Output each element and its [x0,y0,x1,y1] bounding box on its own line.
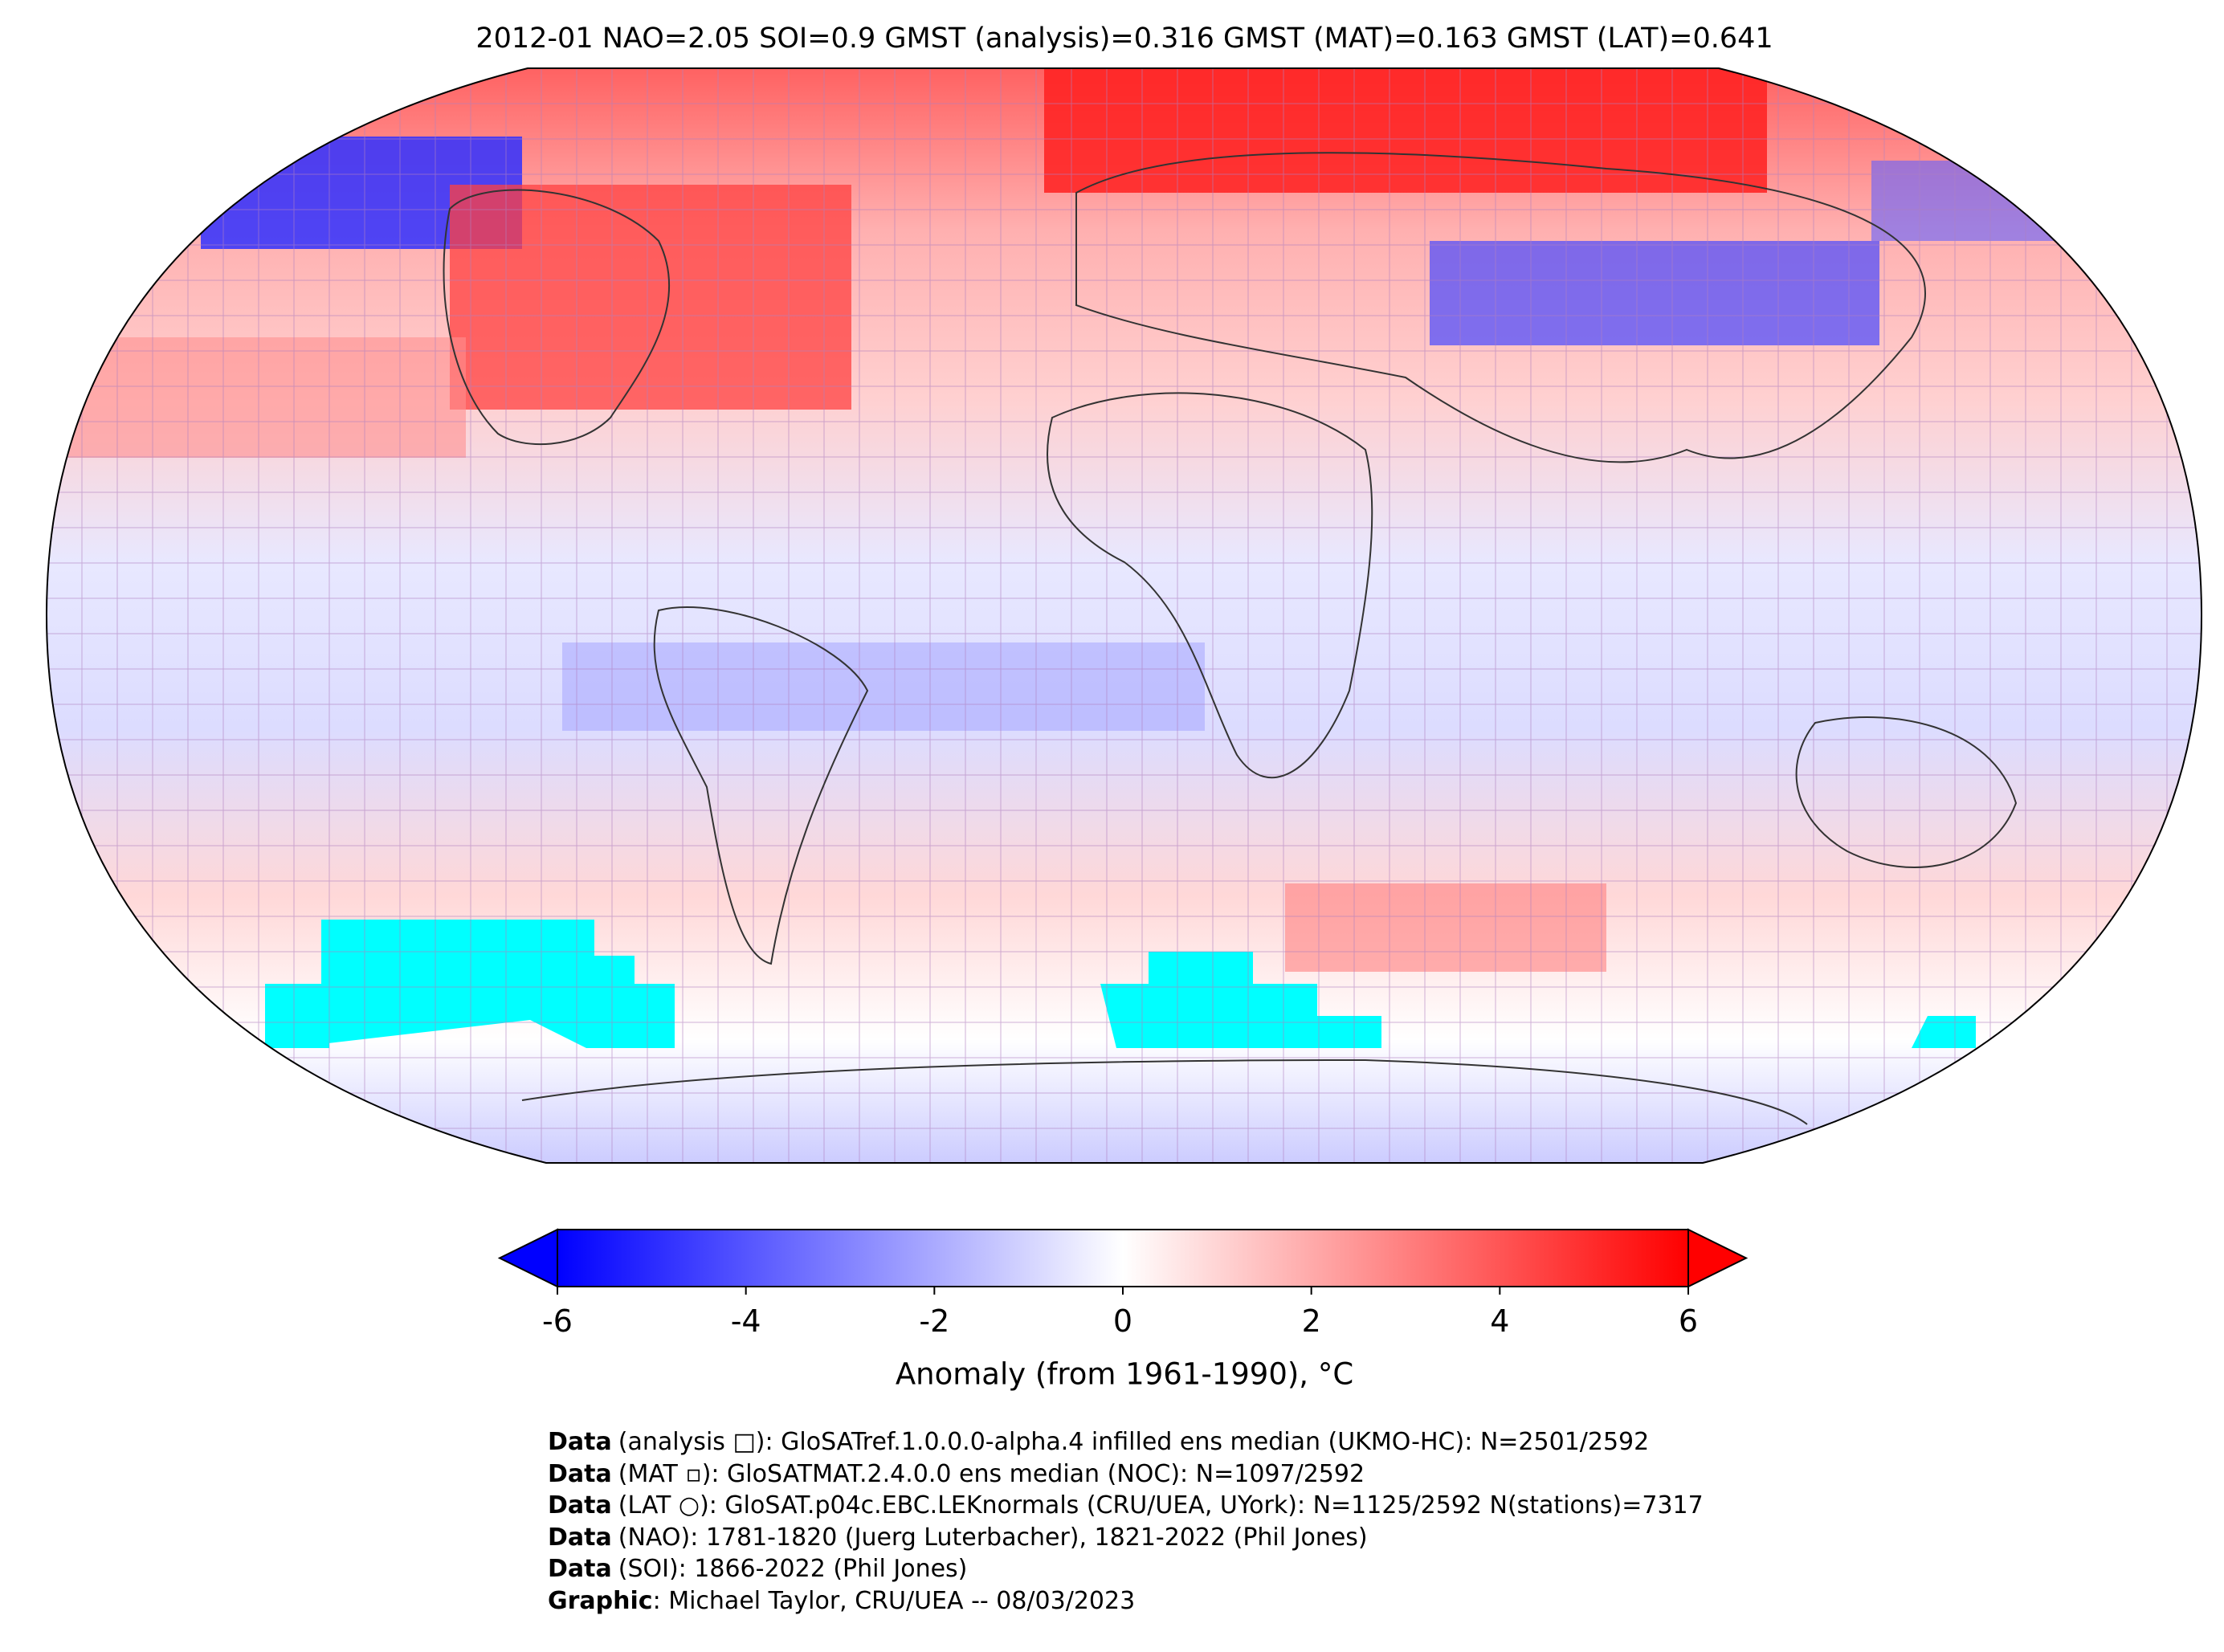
credit-line: Data (NAO): 1781-1820 (Juerg Luterbacher)… [548,1522,1704,1554]
credit-text: (analysis □): GloSATref.1.0.0.0-alpha.4 … [618,1428,1650,1456]
colorbar-tick-label: 2 [1302,1303,1321,1339]
credit-line: Data (analysis □): GloSATref.1.0.0.0-alph… [548,1426,1704,1458]
credit-label: Data [548,1428,612,1456]
credit-line: Graphic: Michael Taylor, CRU/UEA -- 08/0… [548,1585,1704,1617]
map-figure: 2012-01 NAO=2.05 SOI=0.9 GMST (analysis)… [46,22,2202,1392]
map-title: 2012-01 NAO=2.05 SOI=0.9 GMST (analysis)… [475,22,1773,55]
credits: Data (analysis □): GloSATref.1.0.0.0-alph… [548,1426,1704,1617]
colorbar-arrow-low [497,1228,558,1288]
credit-line: Data (LAT ○): GloSAT.p04c.EBC.LEKnormals … [548,1490,1704,1522]
colorbar-tick-label: 4 [1490,1303,1509,1339]
colorbar-tick-label: 6 [1679,1303,1698,1339]
credit-label: Graphic [548,1586,653,1615]
colorbar-tick-label: -4 [731,1303,761,1339]
credit-line: Data (SOI): 1866-2022 (Phil Jones) [548,1553,1704,1585]
credit-text: (LAT ○): GloSAT.p04c.EBC.LEKnormals (CRU… [618,1491,1704,1519]
credit-text: (MAT ▫): GloSATMAT.2.4.0.0 ens median (N… [618,1459,1365,1488]
credit-text: : Michael Taylor, CRU/UEA -- 08/03/2023 [652,1586,1136,1615]
map-field [47,68,2202,1163]
credit-text: (SOI): 1866-2022 (Phil Jones) [618,1555,968,1583]
colorbar-tick-label: -2 [919,1303,949,1339]
coastlines [443,152,2018,1125]
credit-text: (NAO): 1781-1820 (Juerg Luterbacher), 18… [618,1523,1368,1552]
credit-line: Data (MAT ▫): GloSATMAT.2.4.0.0 ens media… [548,1458,1704,1491]
colorbar-label: Anomaly (from 1961-1990), °C [896,1357,1353,1392]
credit-label: Data [548,1459,612,1488]
colorbar-tick-label: -6 [542,1303,573,1339]
colorbar-tick-label: 0 [1113,1303,1132,1339]
colorbar: -6 -4 -2 0 2 4 6 [497,1228,1749,1339]
credit-label: Data [548,1555,612,1583]
colorbar-body [557,1229,1689,1287]
colorbar-arrow-high [1687,1228,1749,1288]
credit-label: Data [548,1491,612,1519]
credit-label: Data [548,1523,612,1552]
